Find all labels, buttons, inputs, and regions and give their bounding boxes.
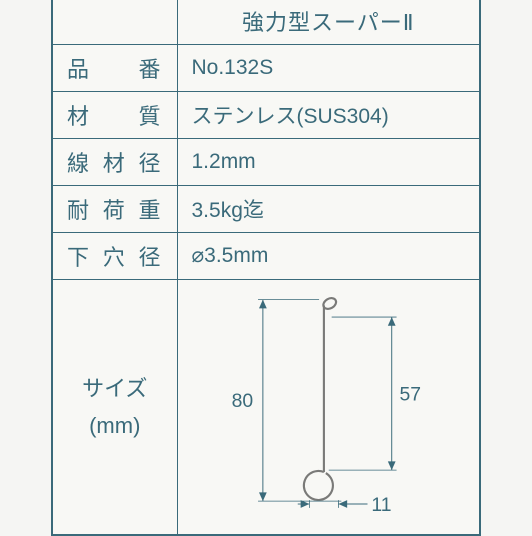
pilot-hole-label: 下穴径 [52, 232, 177, 279]
part-number-value: No.132S [177, 44, 480, 91]
load-capacity-label: 耐荷重 [52, 185, 177, 232]
header-title: 強力型スーパーⅡ [177, 0, 480, 44]
diagram-cell: 80 57 11 [177, 279, 480, 535]
material-value: ステンレス(SUS304) [177, 91, 480, 138]
material-label: 材 質 [52, 91, 177, 138]
svg-text:80: 80 [231, 390, 253, 412]
svg-text:11: 11 [371, 494, 391, 516]
size-label: サイズ (mm) [52, 279, 177, 535]
size-label-line2: (mm) [89, 413, 140, 438]
wire-diameter-label: 線材径 [52, 138, 177, 185]
wire-diameter-value: 1.2mm [177, 138, 480, 185]
svg-text:57: 57 [399, 383, 421, 405]
pilot-hole-value: ⌀3.5mm [177, 232, 480, 279]
header-empty-cell [52, 0, 177, 44]
part-number-label: 品 番 [52, 44, 177, 91]
hook-diagram: 80 57 11 [186, 288, 472, 521]
size-label-line1: サイズ [82, 376, 147, 401]
load-capacity-value: 3.5kg迄 [177, 185, 480, 232]
